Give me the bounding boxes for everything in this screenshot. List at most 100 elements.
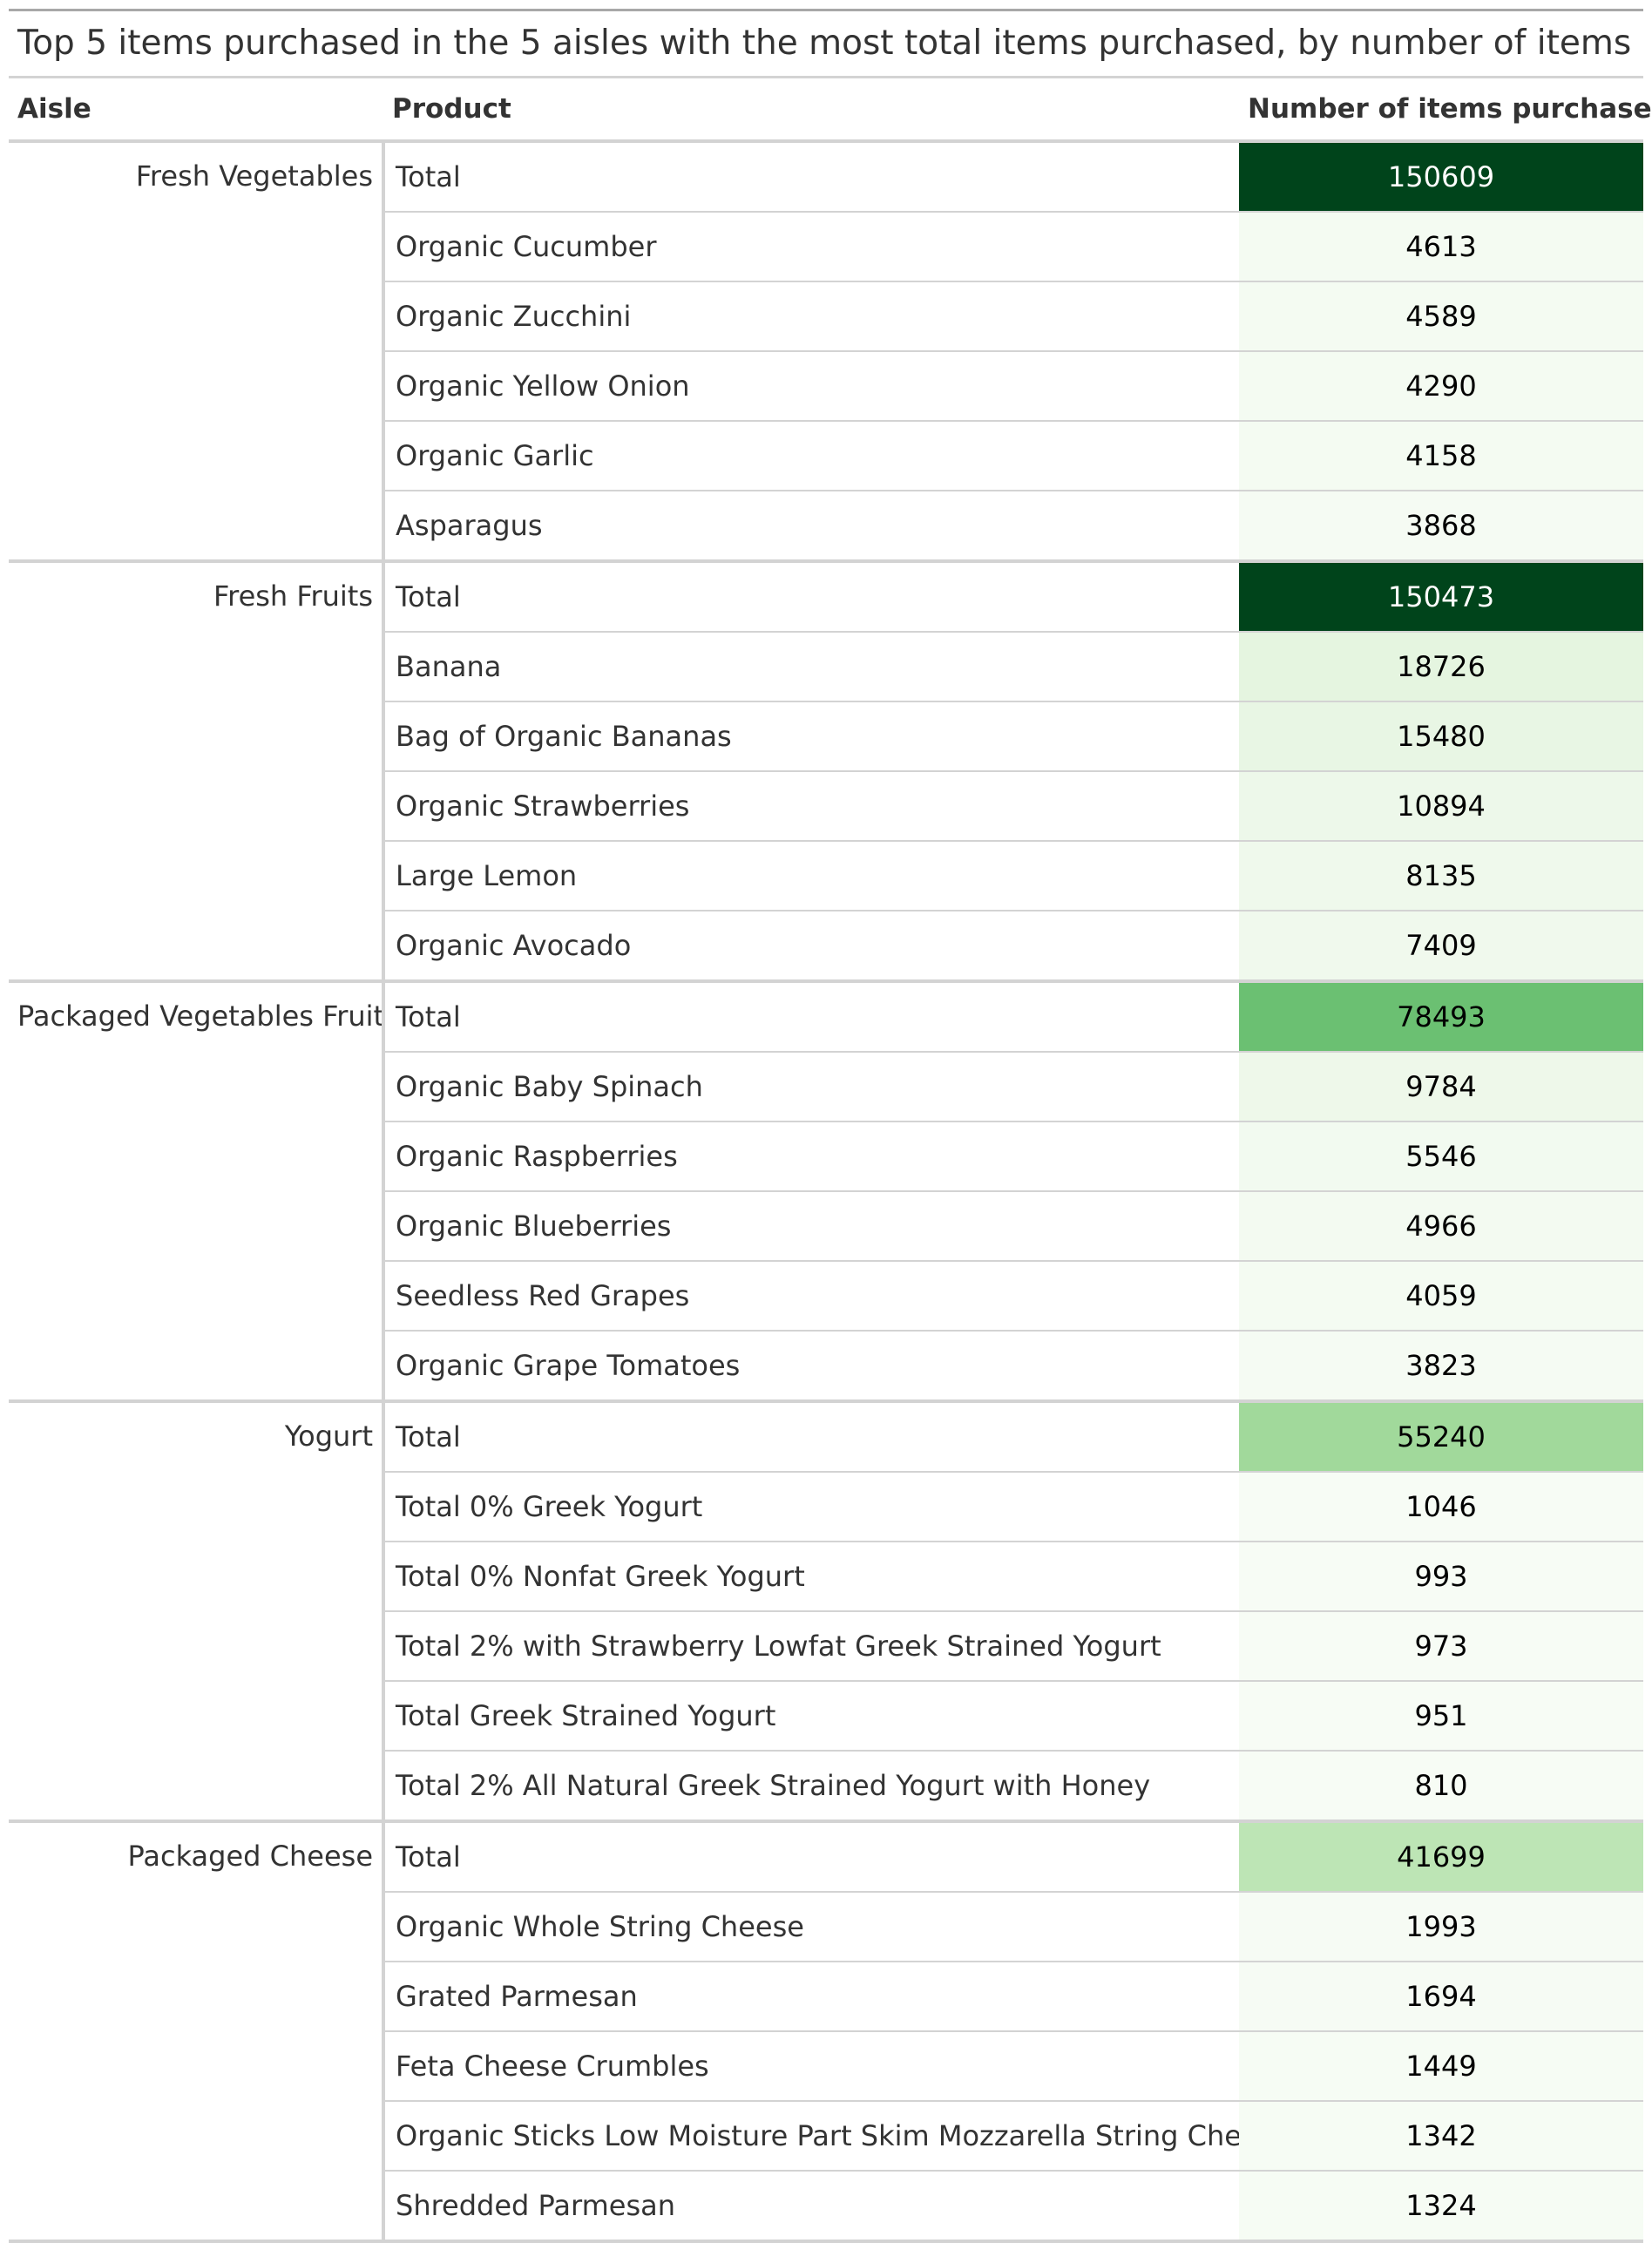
product-cell: Organic Garlic (383, 421, 1239, 491)
aisle-cell: Packaged Cheese (9, 1821, 385, 2243)
table-row: Organic Baby Spinach 9784 (9, 1052, 1643, 1122)
count-cell: 1694 (1239, 1962, 1643, 2032)
product-cell: Organic Blueberries (383, 1191, 1239, 1262)
header-row: Aisle Product Number of items purchased (9, 78, 1652, 143)
product-cell: Total Greek Strained Yogurt (383, 1681, 1239, 1752)
product-cell: Organic Sticks Low Moisture Part Skim Mo… (383, 2101, 1239, 2172)
table-row: Total 2% All Natural Greek Strained Yogu… (9, 1751, 1643, 1823)
column-header-aisle: Aisle (9, 78, 383, 143)
product-cell: Organic Strawberries (383, 771, 1239, 842)
product-cell: Feta Cheese Crumbles (383, 2031, 1239, 2102)
count-cell: 951 (1239, 1681, 1643, 1752)
product-cell: Organic Grape Tomatoes (383, 1331, 1239, 1403)
product-cell: Bag of Organic Bananas (383, 701, 1239, 772)
count-cell: 150609 (1239, 141, 1643, 213)
product-cell: Organic Cucumber (383, 212, 1239, 282)
count-cell: 1993 (1239, 1892, 1643, 1962)
table-row: Asparagus 3868 (9, 491, 1643, 563)
column-header-count: Number of items purchased (1239, 78, 1652, 143)
table-row: Organic Cucumber 4613 (9, 212, 1643, 282)
product-cell: Asparagus (383, 491, 1239, 563)
count-cell: 41699 (1239, 1821, 1643, 1893)
table-row: Organic Garlic 4158 (9, 421, 1643, 491)
product-cell: Total (383, 1401, 1239, 1473)
product-cell: Shredded Parmesan (383, 2171, 1239, 2243)
count-cell: 1324 (1239, 2171, 1643, 2243)
product-cell: Organic Raspberries (383, 1122, 1239, 1192)
product-cell: Total (383, 981, 1239, 1053)
count-cell: 8135 (1239, 841, 1643, 911)
count-cell: 4613 (1239, 212, 1643, 282)
table-row: Organic Whole String Cheese 1993 (9, 1892, 1643, 1962)
product-cell: Total 2% All Natural Greek Strained Yogu… (383, 1751, 1239, 1823)
product-cell: Total 0% Nonfat Greek Yogurt (383, 1542, 1239, 1612)
table-row: Total 0% Nonfat Greek Yogurt 993 (9, 1542, 1643, 1612)
aisle-cell: Packaged Vegetables Fruits (9, 981, 385, 1403)
table-row: Fresh Vegetables Total 150609 (9, 141, 1643, 563)
table-row: Organic Yellow Onion 4290 (9, 351, 1643, 422)
count-cell: 3868 (1239, 491, 1643, 563)
product-cell: Total 2% with Strawberry Lowfat Greek St… (383, 1611, 1239, 1682)
count-cell: 7409 (1239, 911, 1643, 983)
count-cell: 4059 (1239, 1261, 1643, 1332)
product-cell: Organic Zucchini (383, 281, 1239, 352)
count-cell: 5546 (1239, 1122, 1643, 1192)
table-title: Top 5 items purchased in the 5 aisles wi… (9, 9, 1643, 78)
table-row: Total 0% Greek Yogurt 1046 (9, 1472, 1643, 1542)
column-header-product: Product (383, 78, 1239, 143)
product-cell: Organic Yellow Onion (383, 351, 1239, 422)
table-row: Seedless Red Grapes 4059 (9, 1261, 1643, 1332)
table-container: Top 5 items purchased in the 5 aisles wi… (9, 9, 1652, 2243)
data-table: Aisle Product Number of items purchased … (9, 78, 1652, 2243)
count-cell: 78493 (1239, 981, 1643, 1053)
count-cell: 3823 (1239, 1331, 1643, 1403)
product-cell: Organic Avocado (383, 911, 1239, 983)
table-row: Yogurt Total 55240 (9, 1401, 1643, 1823)
count-cell: 1342 (1239, 2101, 1643, 2172)
table-row: Banana 18726 (9, 632, 1643, 702)
table-row: Organic Avocado 7409 (9, 911, 1643, 983)
table-row: Organic Raspberries 5546 (9, 1122, 1643, 1192)
product-cell: Total (383, 1821, 1239, 1893)
count-cell: 4589 (1239, 281, 1643, 352)
table-body: Fresh Vegetables Total 150609 Organic Cucum… (9, 141, 1643, 2243)
table-row: Organic Blueberries 4966 (9, 1191, 1643, 1262)
count-cell: 150473 (1239, 561, 1643, 633)
table-header: Aisle Product Number of items purchased (9, 78, 1652, 143)
table-row: Organic Strawberries 10894 (9, 771, 1643, 842)
table-row: Grated Parmesan 1694 (9, 1962, 1643, 2032)
aisle-cell: Fresh Fruits (9, 561, 385, 983)
table-row: Packaged Vegetables Fruits Total 78493 (9, 981, 1643, 1403)
count-cell: 4290 (1239, 351, 1643, 422)
count-cell: 15480 (1239, 701, 1643, 772)
product-cell: Total (383, 141, 1239, 213)
product-cell: Organic Whole String Cheese (383, 1892, 1239, 1962)
table-row: Organic Sticks Low Moisture Part Skim Mo… (9, 2101, 1643, 2172)
count-cell: 55240 (1239, 1401, 1643, 1473)
product-cell: Banana (383, 632, 1239, 702)
product-cell: Organic Baby Spinach (383, 1052, 1239, 1122)
count-cell: 10894 (1239, 771, 1643, 842)
count-cell: 1449 (1239, 2031, 1643, 2102)
count-cell: 4966 (1239, 1191, 1643, 1262)
table-row: Total 2% with Strawberry Lowfat Greek St… (9, 1611, 1643, 1682)
table-row: Packaged Cheese Total 41699 (9, 1821, 1643, 2243)
count-cell: 993 (1239, 1542, 1643, 1612)
table-row: Fresh Fruits Total 150473 (9, 561, 1643, 983)
count-cell: 4158 (1239, 421, 1643, 491)
table-row: Total Greek Strained Yogurt 951 (9, 1681, 1643, 1752)
table-row: Bag of Organic Bananas 15480 (9, 701, 1643, 772)
count-cell: 1046 (1239, 1472, 1643, 1542)
product-cell: Total 0% Greek Yogurt (383, 1472, 1239, 1542)
product-cell: Total (383, 561, 1239, 633)
product-cell: Large Lemon (383, 841, 1239, 911)
aisle-cell: Fresh Vegetables (9, 141, 385, 563)
product-cell: Grated Parmesan (383, 1962, 1239, 2032)
table-row: Organic Zucchini 4589 (9, 281, 1643, 352)
count-cell: 810 (1239, 1751, 1643, 1823)
count-cell: 9784 (1239, 1052, 1643, 1122)
table-row: Large Lemon 8135 (9, 841, 1643, 911)
table-row: Organic Grape Tomatoes 3823 (9, 1331, 1643, 1403)
aisle-cell: Yogurt (9, 1401, 385, 1823)
product-cell: Seedless Red Grapes (383, 1261, 1239, 1332)
